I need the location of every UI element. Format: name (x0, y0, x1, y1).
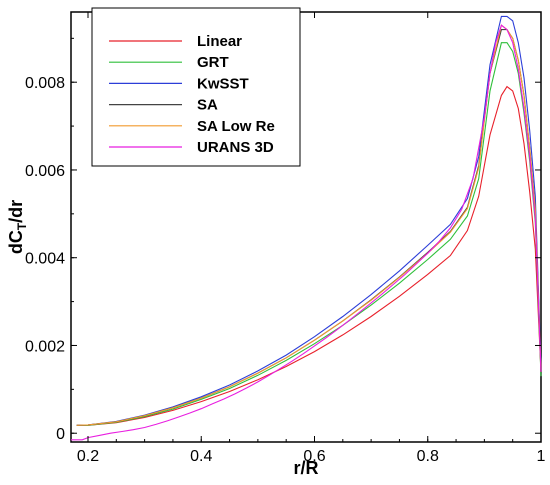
series-line-grt (76, 42, 542, 426)
y-tick-label: 0.002 (25, 338, 65, 355)
y-axis-title-tail: /dr (6, 200, 26, 223)
series-line-urans-3d (71, 24, 542, 441)
y-axis-title: dCT/dr (6, 200, 29, 254)
x-axis-title: r/R (293, 458, 318, 478)
y-axis-title-subscript: T (15, 222, 29, 230)
legend-label-sa-low-re: SA Low Re (197, 118, 275, 135)
legend-box (91, 7, 301, 167)
series-line-sa-low-re (76, 24, 542, 426)
series-line-linear (76, 85, 542, 426)
legend-label-sa: SA (197, 97, 218, 114)
x-tick-label: 0.8 (417, 448, 439, 465)
x-tick-label: 0.6 (303, 448, 325, 465)
legend-items: Linear GRT KwSST SA SA Low Re URANS 3D (109, 33, 275, 156)
y-tick-label: 0.008 (25, 75, 65, 92)
legend-label-urans-3d: URANS 3D (197, 139, 274, 156)
legend: Linear GRT KwSST SA SA Low Re URANS 3D (91, 7, 301, 167)
series-lines (71, 15, 542, 441)
legend-label-kwsst: KwSST (197, 75, 249, 92)
y-tick-label: 0.006 (25, 163, 65, 180)
series-line-kwsst (76, 15, 542, 426)
y-axis-title-main: dC (6, 230, 26, 254)
legend-label-linear: Linear (197, 33, 242, 50)
y-tick-label: 0 (56, 426, 65, 443)
x-tick-label: 1 (537, 448, 546, 465)
plot-frame (70, 11, 542, 443)
y-axis-ticks: 0 0.002 0.004 0.006 0.008 (25, 37, 541, 443)
y-tick-label: 0.004 (25, 251, 65, 268)
legend-label-grt: GRT (197, 54, 229, 71)
x-tick-label: 0.2 (77, 448, 99, 465)
x-tick-label: 0.4 (190, 448, 212, 465)
